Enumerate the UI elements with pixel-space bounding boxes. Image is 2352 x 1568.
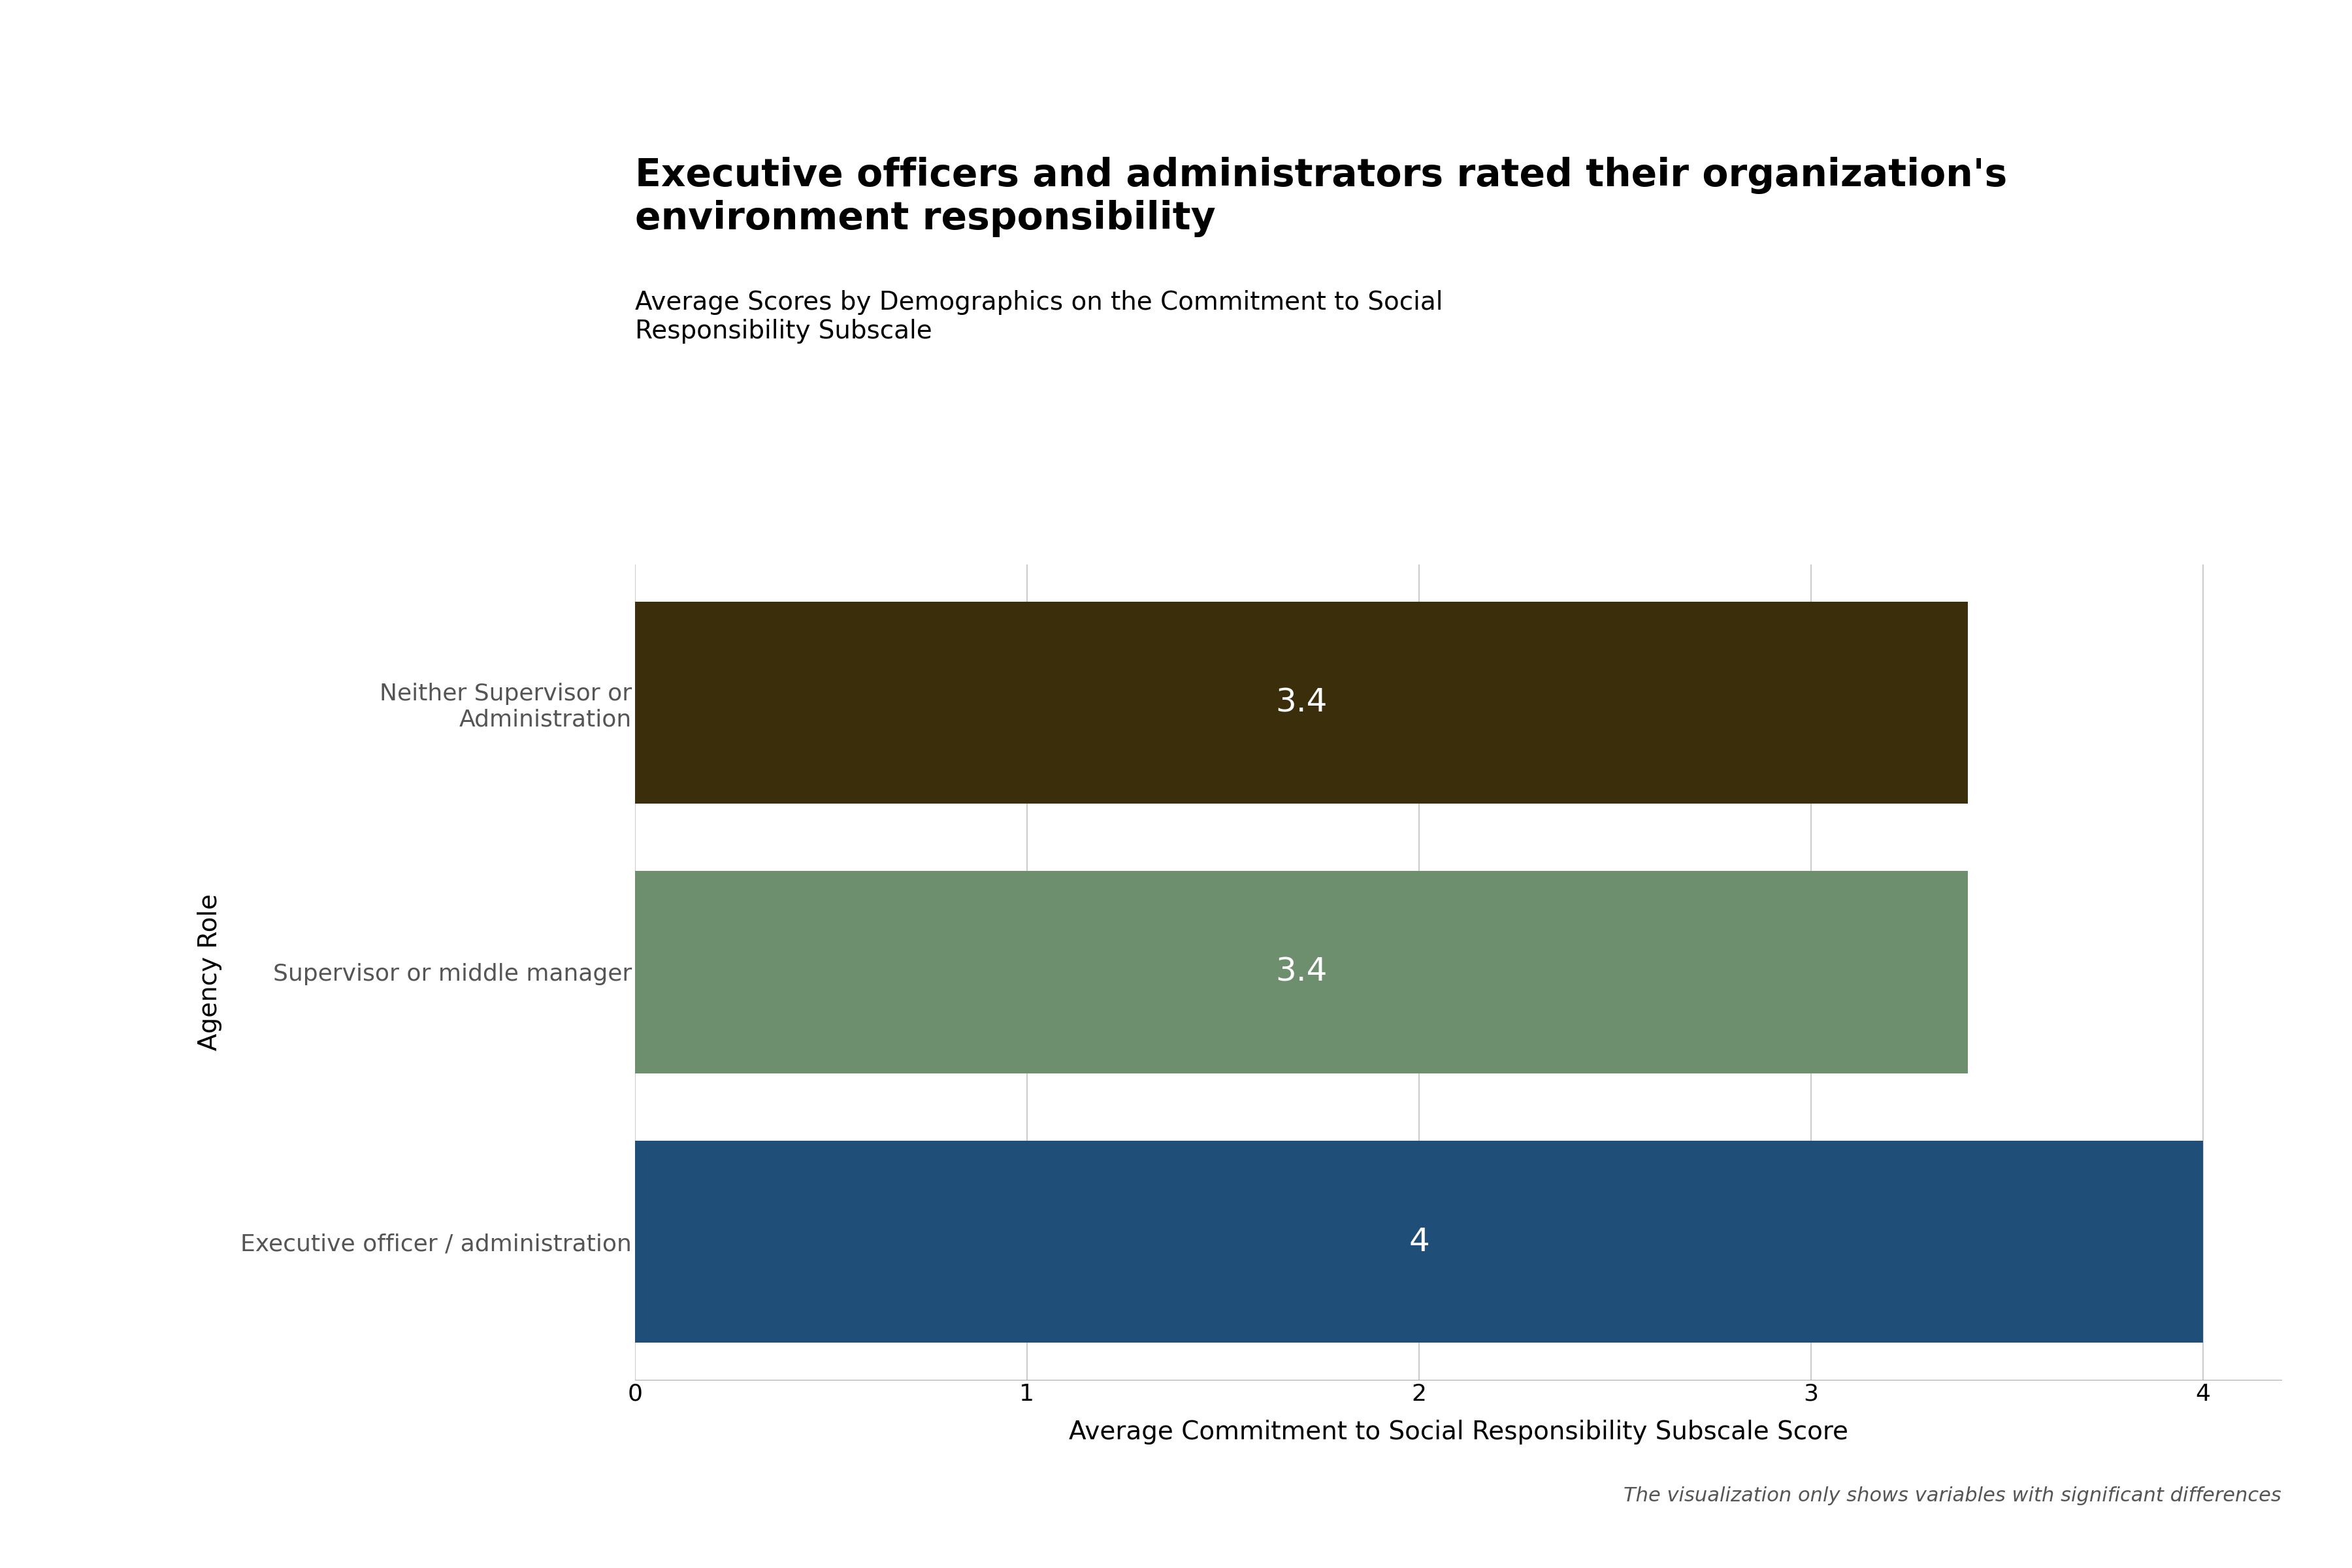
- Text: 3.4: 3.4: [1275, 956, 1327, 988]
- Text: Executive officers and administrators rated their organization's
environment res: Executive officers and administrators ra…: [635, 157, 2006, 237]
- Text: The visualization only shows variables with significant differences: The visualization only shows variables w…: [1623, 1486, 2281, 1505]
- Bar: [635, 602, 1969, 804]
- Text: 4: 4: [1409, 1226, 1430, 1258]
- Text: 3.4: 3.4: [1275, 687, 1327, 718]
- Y-axis label: Agency Role: Agency Role: [198, 894, 223, 1051]
- Bar: [635, 872, 1969, 1073]
- X-axis label: Average Commitment to Social Responsibility Subscale Score: Average Commitment to Social Responsibil…: [1068, 1419, 1849, 1444]
- Text: Average Scores by Demographics on the Commitment to Social
Responsibility Subsca: Average Scores by Demographics on the Co…: [635, 290, 1442, 343]
- Bar: [635, 1140, 2204, 1342]
